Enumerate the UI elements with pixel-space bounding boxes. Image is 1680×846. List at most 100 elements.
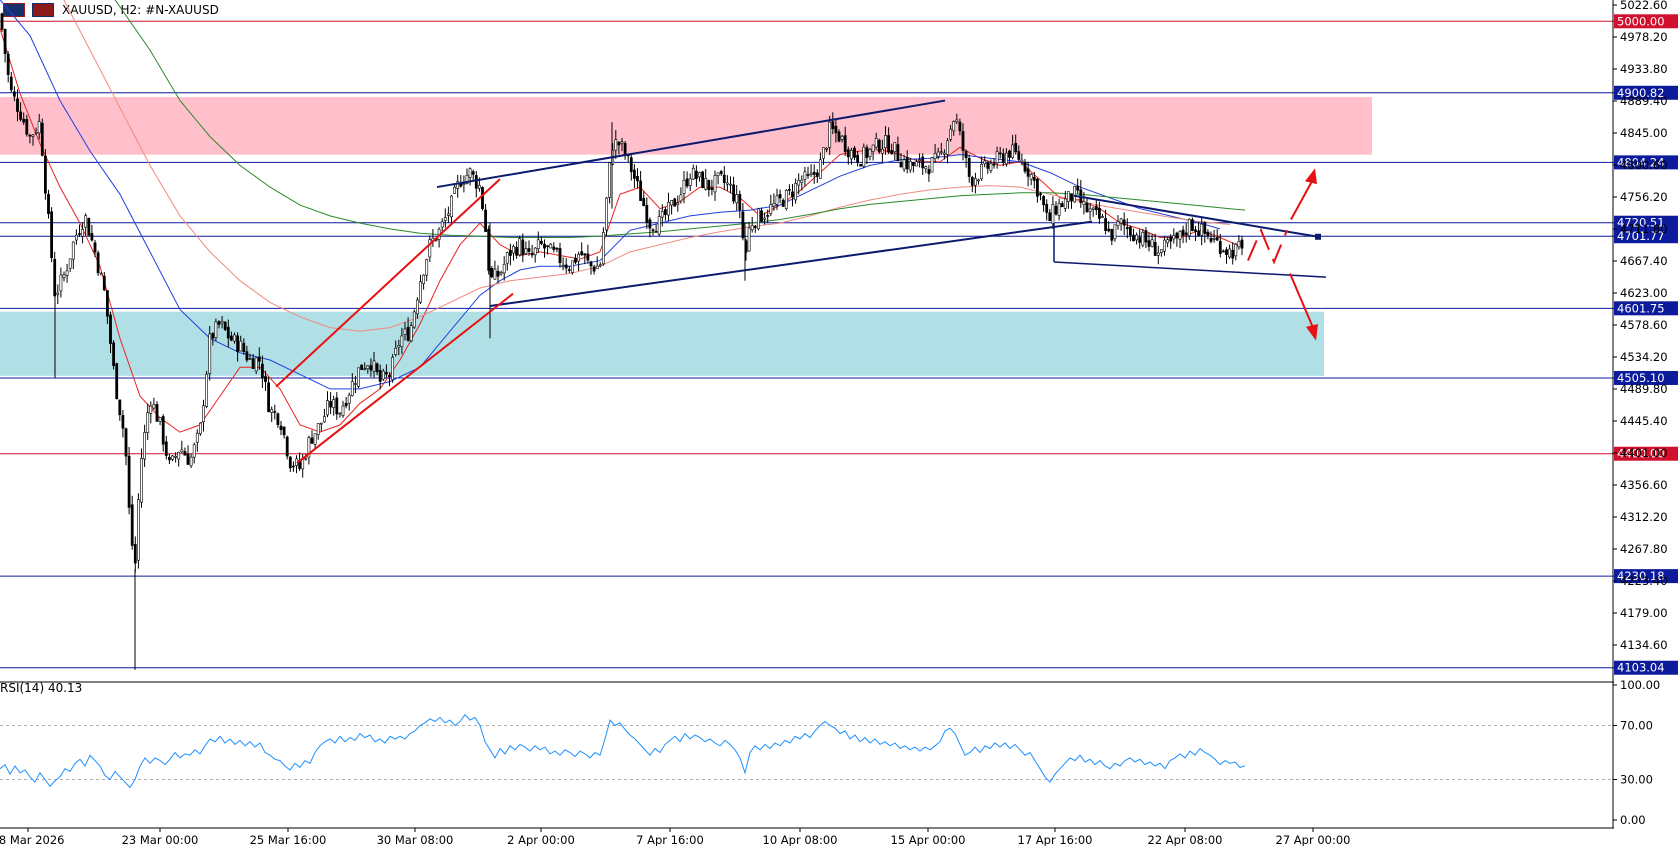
candle-body [915,161,918,167]
candle-body [239,340,243,352]
price-tick-label: 4401.00 [1620,446,1668,460]
candle-body [75,234,78,241]
candle-body [425,259,429,276]
candle-body [499,272,503,275]
candle-body [242,342,246,353]
candle-body [657,216,661,235]
candle-body [707,179,711,191]
candle-body [546,245,550,247]
candle-body [977,179,980,182]
candle-body [288,456,292,469]
candle-body [1203,222,1207,234]
candle-body [133,544,137,564]
candle-body [96,252,100,274]
candle-body [834,125,838,134]
candle-body [347,394,351,404]
candle-body [106,290,109,317]
candle-body [1011,144,1015,159]
level-label: 4804.24 [1617,155,1665,169]
candle-body [257,356,261,362]
candle-body [598,264,602,267]
candle-body [391,356,395,380]
candle-body [973,178,977,186]
candle-body [1060,203,1064,208]
trendline-anchor[interactable] [1315,233,1321,240]
candle-body [1144,230,1148,243]
time-tick-label: 30 Mar 08:00 [377,833,454,846]
candle-body [270,409,274,413]
candle-body [617,141,621,146]
candle-body [722,174,726,184]
candle-body [130,504,134,546]
candle-body [558,248,562,264]
time-tick-label: 23 Mar 00:00 [122,833,199,846]
candle-body [121,415,125,429]
candle-body [908,161,912,171]
candle-body [205,373,209,407]
price-tick-label: 4889.40 [1620,94,1668,108]
candle-body [22,118,26,123]
symbol-description: #N-XAUUSD [145,3,219,17]
candle-body [918,159,922,161]
candle-body [1129,226,1132,236]
candle-body [725,182,729,185]
candle-body [992,163,996,166]
candle-body [521,239,525,256]
candle-body [161,416,165,445]
candle-body [639,180,643,201]
candle-body [217,321,221,325]
trendline[interactable] [1073,194,1319,238]
candle-body [1085,202,1089,213]
candle-body [276,413,280,425]
price-tick-label: 4267.80 [1620,542,1668,556]
trendline[interactable] [275,178,501,388]
candle-body [583,253,587,256]
level-tag [1614,446,1678,461]
candle-body [453,186,457,194]
candle-body [794,183,798,201]
candle-body [701,171,705,188]
candle-body [37,121,41,134]
trendline[interactable] [489,220,1093,307]
candle-body [409,325,413,342]
trendline[interactable] [296,292,514,464]
candle-body [146,412,150,433]
candle-body [620,141,624,144]
candle-body [1048,212,1052,222]
candle-body [778,194,782,199]
price-tick-label: 4179.00 [1620,606,1668,620]
candle-body [1091,207,1095,210]
candle-body [502,263,506,274]
time-tick-label: 25 Mar 16:00 [250,833,327,846]
candles [0,12,1244,670]
candle-body [68,258,72,269]
candle-body [698,172,701,178]
candle-body [493,268,497,280]
candle-body [874,138,878,148]
candle-body [899,162,903,168]
candle-body [756,208,760,230]
candle-body [862,146,866,167]
candle-body [468,168,472,178]
price-axis: 5022.60 4978.20 4933.80 4889.40 4845.00 4800.… [0,0,1668,829]
level-tag [1614,14,1678,29]
trendline[interactable] [436,99,946,189]
level-label: 4601.75 [1617,301,1665,315]
candle-body [921,156,925,169]
candle-body [62,274,66,279]
candle-body [419,281,422,303]
candle-body [428,239,432,258]
time-tick-label: 2 Apr 00:00 [507,833,575,846]
price-tick-label: 4933.80 [1620,62,1668,76]
candle-body [384,372,388,375]
demand-zone [0,311,1324,376]
trendline[interactable] [1053,261,1327,278]
candle-body [474,175,478,189]
candle-body [1008,150,1011,158]
candle-body [601,232,605,265]
candle-body [1023,161,1027,172]
candle-body [955,119,959,122]
rsi-tick-label: 0.00 [1620,813,1646,827]
symbol-icon[interactable] [32,3,54,17]
